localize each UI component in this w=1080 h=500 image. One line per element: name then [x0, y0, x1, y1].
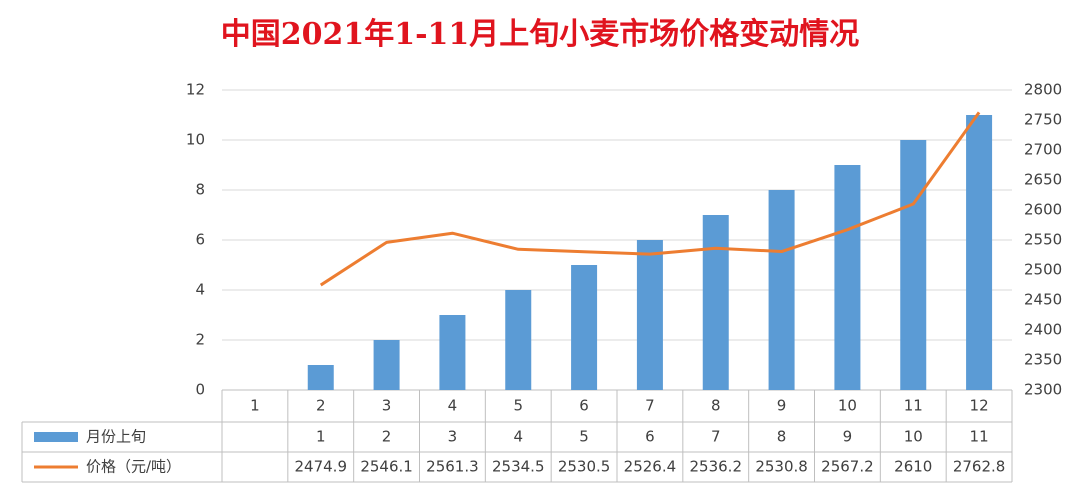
table-value: 2762.8 — [953, 458, 1006, 476]
table-value: 7 — [711, 428, 721, 446]
x-tick-label: 2 — [316, 397, 326, 415]
table-value: 1 — [316, 428, 326, 446]
table-value: 3 — [448, 428, 458, 446]
bar — [505, 290, 532, 390]
table-value: 8 — [777, 428, 787, 446]
table-value: 2526.4 — [624, 458, 677, 476]
legend-label: 月份上旬 — [86, 428, 146, 446]
table-value: 2610 — [894, 458, 932, 476]
x-tick-label: 6 — [579, 397, 589, 415]
bar — [307, 365, 334, 390]
bar — [702, 215, 729, 390]
y-tick-label: 0 — [195, 381, 205, 399]
table-value: 2561.3 — [426, 458, 479, 476]
table-value: 10 — [904, 428, 923, 446]
x-tick-label: 1 — [250, 397, 260, 415]
bar — [571, 265, 598, 390]
y-tick-label: 2 — [195, 331, 205, 349]
bar — [834, 165, 861, 390]
x-tick-label: 11 — [904, 397, 923, 415]
y-tick-label: 10 — [186, 131, 205, 149]
y2-tick-label: 2500 — [1024, 261, 1062, 279]
table-value: 2474.9 — [295, 458, 348, 476]
y-tick-label: 4 — [195, 281, 205, 299]
y2-tick-label: 2700 — [1024, 141, 1062, 159]
table-value: 2530.8 — [755, 458, 808, 476]
y2-tick-label: 2450 — [1024, 291, 1062, 309]
y2-tick-label: 2300 — [1024, 381, 1062, 399]
x-tick-label: 3 — [382, 397, 392, 415]
table-value: 6 — [645, 428, 655, 446]
bar — [439, 315, 466, 390]
table-value: 2530.5 — [558, 458, 611, 476]
x-tick-label: 4 — [448, 397, 458, 415]
table-value: 2 — [382, 428, 392, 446]
table-value: 5 — [579, 428, 589, 446]
x-tick-label: 5 — [513, 397, 523, 415]
bar — [373, 340, 400, 390]
x-tick-label: 12 — [970, 397, 989, 415]
x-tick-label: 9 — [777, 397, 787, 415]
bar — [636, 240, 663, 390]
x-tick-label: 8 — [711, 397, 721, 415]
table-value: 2534.5 — [492, 458, 545, 476]
y-tick-label: 6 — [195, 231, 205, 249]
legend-key — [34, 432, 78, 442]
y2-tick-label: 2750 — [1024, 111, 1062, 129]
chart-title: 中国2021年1-11月上旬小麦市场价格变动情况 — [221, 17, 860, 52]
bar — [966, 115, 993, 390]
table-value: 11 — [970, 428, 989, 446]
y2-tick-label: 2800 — [1024, 81, 1062, 99]
y2-tick-label: 2400 — [1024, 321, 1062, 339]
table-value: 4 — [513, 428, 523, 446]
line — [319, 111, 981, 287]
table-value: 2567.2 — [821, 458, 874, 476]
bar — [900, 140, 927, 390]
bar — [768, 190, 795, 390]
legend-label: 价格（元/吨） — [86, 458, 181, 476]
x-tick-label: 7 — [645, 397, 655, 415]
y2-tick-label: 2350 — [1024, 351, 1062, 369]
y2-tick-label: 2650 — [1024, 171, 1062, 189]
y-tick-label: 12 — [186, 81, 205, 99]
table-value: 9 — [843, 428, 853, 446]
y2-tick-label: 2550 — [1024, 231, 1062, 249]
y-tick-label: 8 — [195, 181, 205, 199]
table-value: 2546.1 — [360, 458, 413, 476]
table-value: 2536.2 — [690, 458, 743, 476]
y2-tick-label: 2600 — [1024, 201, 1062, 219]
x-tick-label: 10 — [838, 397, 857, 415]
